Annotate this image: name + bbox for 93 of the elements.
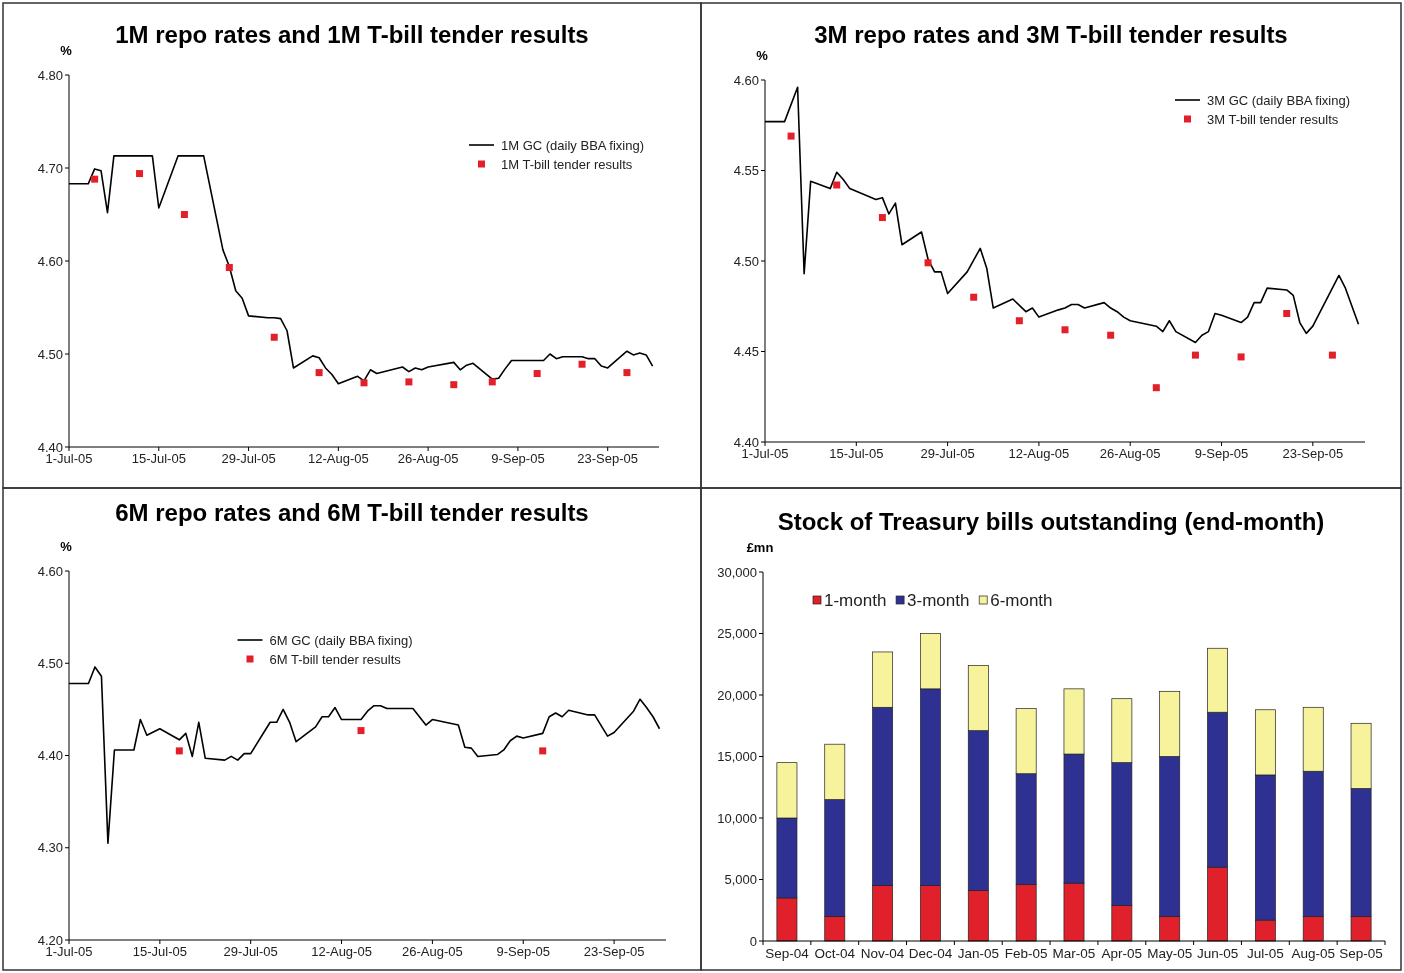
point (1107, 331, 1115, 339)
point (136, 170, 144, 178)
chart-title: Stock of Treasury bills outstanding (end-month) (777, 508, 1325, 535)
point (225, 264, 233, 272)
y-tick-label: 4.55 (733, 163, 759, 179)
legend-label: 1M T-bill tender results (501, 156, 633, 172)
x-tick-label: 29-Jul-05 (920, 446, 975, 461)
point (1237, 353, 1245, 361)
y-tick-label: 5,000 (724, 872, 757, 888)
x-tick-label: Aug-05 (1291, 946, 1335, 961)
y-axis-title: % (60, 43, 73, 58)
y-tick-label: 4.50 (733, 253, 759, 269)
point (450, 381, 458, 389)
x-tick-label: 9-Sep-05 (491, 451, 545, 466)
legend-label: 6M GC (daily BBA fixing) (269, 632, 413, 648)
legend-label: 1M GC (daily BBA fixing) (501, 137, 645, 153)
x-tick-label: 9-Sep-05 (496, 944, 550, 959)
point (623, 369, 631, 377)
legend-label: 6M T-bill tender results (269, 651, 402, 667)
x-tick-label: 29-Jul-05 (221, 451, 276, 466)
chart-title: 3M repo rates and 3M T-bill tender results (814, 21, 1288, 48)
point (1152, 384, 1160, 392)
point (488, 378, 496, 386)
x-tick-label: 23-Sep-05 (583, 944, 645, 959)
x-tick-label: Feb-05 (1004, 946, 1048, 961)
y-tick-label: 4.50 (37, 655, 63, 671)
x-tick-label: 15-Jul-05 (829, 446, 884, 461)
y-tick-label: 4.60 (37, 563, 63, 579)
x-tick-label: 23-Sep-05 (1282, 446, 1344, 461)
y-axis-title: % (756, 48, 769, 63)
point (578, 360, 586, 368)
point (533, 370, 541, 378)
point (270, 333, 278, 341)
point (360, 379, 368, 387)
y-tick-label: 4.50 (37, 346, 63, 362)
x-tick-label: 12-Aug-05 (311, 944, 372, 959)
x-tick-label: 26-Aug-05 (1099, 446, 1161, 461)
y-tick-label: 4.40 (37, 748, 63, 764)
x-tick-label: Jan-05 (957, 946, 999, 961)
x-tick-label: 15-Jul-05 (132, 944, 187, 959)
legend-label: 3M GC (daily BBA fixing) (1207, 92, 1351, 108)
x-tick-label: 23-Sep-05 (577, 451, 639, 466)
x-tick-label: 9-Sep-05 (1194, 446, 1249, 461)
x-tick-label: Nov-04 (860, 946, 905, 961)
x-tick-label: 26-Aug-05 (397, 451, 459, 466)
y-tick-label: 10,000 (717, 810, 757, 826)
legend-label: 1-month (824, 590, 887, 610)
x-tick-label: Mar-05 (1052, 946, 1096, 961)
y-tick-label: 4.30 (37, 840, 63, 856)
y-tick-label: 20,000 (717, 687, 757, 703)
point (1061, 326, 1069, 334)
y-tick-label: 15,000 (717, 749, 757, 765)
x-tick-label: Sep-05 (1339, 946, 1383, 961)
y-axis-title: % (60, 539, 73, 554)
x-tick-label: Apr-05 (1101, 946, 1143, 961)
point (315, 369, 323, 377)
point (833, 181, 841, 189)
y-tick-label: 4.45 (733, 344, 759, 360)
point (970, 293, 978, 301)
x-tick-label: 26-Aug-05 (402, 944, 463, 959)
x-tick-label: Dec-04 (908, 946, 953, 961)
point (180, 211, 188, 218)
point (787, 132, 795, 140)
x-tick-label: 29-Jul-05 (223, 944, 278, 959)
chart-title: 1M repo rates and 1M T-bill tender results (115, 21, 589, 48)
x-tick-label: Jul-05 (1246, 946, 1284, 961)
x-tick-label: 12-Aug-05 (307, 451, 369, 466)
y-tick-label: 0 (749, 933, 757, 949)
point (878, 214, 886, 222)
x-tick-label: 15-Jul-05 (131, 451, 186, 466)
chart-title: 6M repo rates and 6M T-bill tender results (115, 499, 589, 526)
y-tick-label: 4.60 (733, 72, 759, 88)
point (1191, 351, 1199, 359)
legend-label: 3M T-bill tender results (1207, 111, 1339, 127)
legend-label: 3-month (907, 590, 970, 610)
point (1015, 317, 1023, 325)
x-tick-label: Sep-04 (765, 946, 810, 961)
point (924, 259, 932, 267)
point (405, 378, 413, 386)
x-tick-label: Jun-05 (1196, 946, 1239, 961)
y-tick-label: 30,000 (717, 564, 757, 580)
y-tick-label: 4.80 (37, 67, 63, 83)
y-tick-label: 4.60 (37, 253, 63, 269)
y-tick-label: 25,000 (717, 626, 757, 642)
y-axis-title: £mn (746, 540, 774, 555)
x-tick-label: Oct-04 (814, 946, 856, 961)
point (1328, 351, 1336, 359)
point (91, 175, 99, 183)
x-tick-label: May-05 (1147, 946, 1193, 961)
legend-label: 6-month (990, 590, 1053, 610)
x-tick-label: 12-Aug-05 (1008, 446, 1070, 461)
y-tick-label: 4.70 (37, 160, 63, 176)
point (1283, 309, 1291, 317)
